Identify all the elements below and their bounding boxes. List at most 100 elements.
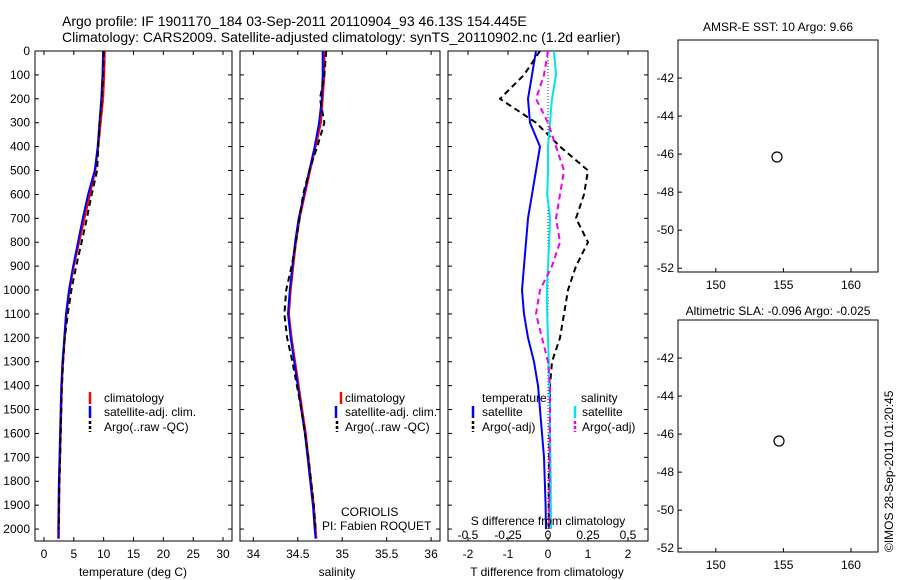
salinity-panel: 34 34.5 35 35.5 36 salinity climatology sate… xyxy=(239,50,441,579)
depth-tick-label: 100 xyxy=(10,68,30,82)
salinity-series xyxy=(283,51,328,539)
depth-tick-label: 1100 xyxy=(4,307,30,321)
temperature-panel: 0100200300400500600700800900100011001200… xyxy=(3,44,233,579)
sla-map-panel: Altimetric SLA: -0.096 Argo: -0.025 150 1… xyxy=(657,304,879,572)
temperature-series xyxy=(57,51,106,539)
map-y-tick-label: -48 xyxy=(657,185,675,199)
temperature-xlabel: temperature (deg C) xyxy=(79,565,187,579)
depth-tick-label: 1500 xyxy=(3,403,30,417)
legend-s-argo-label: Argo(-adj) xyxy=(582,420,635,434)
salinity-depth-ticks xyxy=(240,50,440,530)
map-x-tick-label: 150 xyxy=(706,278,726,292)
depth-tick-label: 300 xyxy=(10,116,30,130)
x-tick-label: 0 xyxy=(545,547,552,561)
sst-argo-marker xyxy=(771,151,783,163)
s-diff-tick-label: -0.5 xyxy=(458,528,479,542)
figure-title-line-1: Argo profile: IF 1901170_184 03-Sep-2011… xyxy=(62,13,527,29)
t-difference-ticks: -2 -1 0 1 2 xyxy=(463,51,632,561)
map-y-tick-label: -44 xyxy=(657,109,675,123)
depth-tick-label: 1400 xyxy=(3,379,30,393)
legend-argo-label: Argo(..raw -QC) xyxy=(345,420,430,434)
legend-salinity-title: salinity xyxy=(581,391,618,405)
x-tick-label: 0 xyxy=(41,547,48,561)
difference-axes xyxy=(447,50,649,542)
depth-tick-label: 0 xyxy=(23,44,30,58)
x-tick-label: 5 xyxy=(70,547,77,561)
t-difference-xlabel: T difference from climatology xyxy=(470,565,624,579)
salinity-axes xyxy=(239,50,441,542)
figure-title-line-2: Climatology: CARS2009. Satellite-adjuste… xyxy=(62,29,620,45)
credit-coriolis: CORIOLIS xyxy=(341,505,398,519)
depth-tick-label: 500 xyxy=(10,164,30,178)
s-difference-xlabel: S difference from climatology xyxy=(471,514,626,528)
map-y-tick-label: -46 xyxy=(657,427,675,441)
map-y-tick-label: -52 xyxy=(657,541,675,555)
map-y-tick-label: -50 xyxy=(657,503,675,517)
depth-tick-label: 900 xyxy=(10,259,30,273)
difference-panel: -2 -1 0 1 2 -0.5 -0.25 0 0.25 0.5 T difference f… xyxy=(447,50,649,579)
sla-map-ticks: 150 155 160 -42 -44 -46 -48 -50 -52 xyxy=(657,351,862,572)
series-temperature-satellite xyxy=(521,51,547,530)
s-diff-tick-label: 0.25 xyxy=(576,528,600,542)
x-tick-label: 20 xyxy=(157,547,171,561)
depth-ticks: 0 100 200 300 400 500 600 700 800 900 1000 1100 1200… xyxy=(3,44,232,536)
x-tick-label: -2 xyxy=(463,547,474,561)
map-x-tick-label: 160 xyxy=(841,558,861,572)
x-tick-label: 2 xyxy=(625,547,632,561)
temperature-legend: climatology satellite-adj. clim. Argo(..… xyxy=(88,391,196,434)
sla-argo-marker xyxy=(773,435,785,447)
depth-tick-label: 400 xyxy=(10,140,30,154)
difference-legend: temperature satellite Argo(-adj) salinit… xyxy=(471,391,635,434)
x-tick-label: -1 xyxy=(503,547,514,561)
map-y-tick-label: -50 xyxy=(657,223,675,237)
salinity-legend: climatology satellite-adj. clim. Argo(..… xyxy=(334,391,437,434)
map-x-tick-label: 155 xyxy=(773,278,793,292)
depth-tick-label: 1000 xyxy=(3,283,30,297)
series-salinity-argo-adj xyxy=(535,51,565,529)
depth-tick-label: 200 xyxy=(10,92,30,106)
x-tick-label: 25 xyxy=(187,547,201,561)
depth-tick-label: 1300 xyxy=(3,355,30,369)
legend-climatology-label: climatology xyxy=(104,391,164,405)
sst-map-panel: AMSR-E SST: 10 Argo: 9.66 150 155 160 -42 -4… xyxy=(657,20,879,292)
s-difference-ticks: -0.5 -0.25 0 0.25 0.5 xyxy=(458,528,637,542)
credit-pi: PI: Fabien ROQUET xyxy=(322,519,432,533)
legend-t-argo-label: Argo(-adj) xyxy=(482,420,535,434)
depth-tick-label: 2000 xyxy=(3,522,30,536)
x-tick-label: 1 xyxy=(585,547,592,561)
salinity-xlabel: salinity xyxy=(319,565,356,579)
x-tick-label: 10 xyxy=(97,547,111,561)
legend-satellite-label: satellite-adj. clim. xyxy=(345,405,437,419)
x-tick-label: 34.5 xyxy=(286,547,310,561)
map-x-tick-label: 160 xyxy=(841,278,861,292)
map-x-tick-label: 155 xyxy=(773,558,793,572)
map-y-tick-label: -52 xyxy=(657,261,675,275)
depth-tick-label: 1600 xyxy=(3,426,30,440)
s-diff-tick-label: -0.25 xyxy=(494,528,522,542)
map-y-tick-label: -48 xyxy=(657,465,675,479)
legend-climatology-label: climatology xyxy=(345,391,405,405)
map-y-tick-label: -46 xyxy=(657,147,675,161)
depth-tick-label: 600 xyxy=(10,187,30,201)
x-tick-label: 30 xyxy=(216,547,230,561)
imos-timestamp: ©IMOS 28-Sep-2011 01:20:45 xyxy=(882,390,896,552)
temperature-axes xyxy=(34,50,233,542)
depth-tick-label: 1900 xyxy=(3,498,30,512)
x-tick-label: 35 xyxy=(336,547,350,561)
legend-satellite-label: satellite-adj. clim. xyxy=(104,405,196,419)
depth-tick-label: 1700 xyxy=(3,450,30,464)
legend-t-satellite-label: satellite xyxy=(482,405,523,419)
depth-tick-label: 800 xyxy=(10,235,30,249)
depth-tick-label: 1800 xyxy=(3,474,30,488)
series-temperature-argo-adj xyxy=(499,51,589,529)
series-argo-raw-qc xyxy=(283,51,328,530)
s-diff-tick-label: 0.5 xyxy=(620,528,637,542)
legend-argo-label: Argo(..raw -QC) xyxy=(104,420,189,434)
map-y-tick-label: -42 xyxy=(657,71,675,85)
map-y-tick-label: -42 xyxy=(657,351,675,365)
x-tick-label: 36 xyxy=(424,547,438,561)
temperature-ticks: 0 5 10 15 20 25 30 xyxy=(41,51,230,561)
map-x-tick-label: 150 xyxy=(706,558,726,572)
legend-temperature-title: temperature xyxy=(482,391,547,405)
